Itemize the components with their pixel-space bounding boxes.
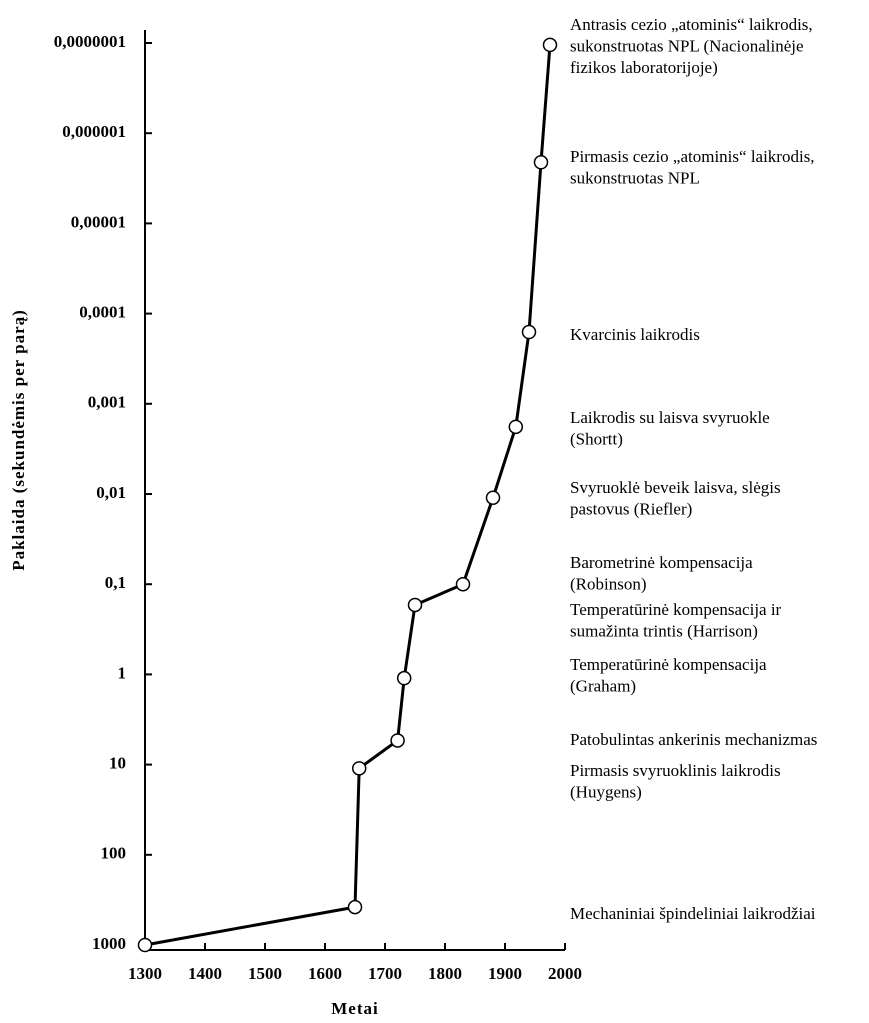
y-tick-label: 0,0000001 bbox=[54, 32, 126, 51]
annotation: Temperatūrinė kompensacija ir bbox=[570, 600, 782, 619]
y-tick-label: 0,1 bbox=[105, 573, 126, 592]
x-axis-label: Metai bbox=[331, 999, 378, 1018]
annotation: Temperatūrinė kompensacija bbox=[570, 655, 767, 674]
x-tick-label: 1700 bbox=[368, 964, 402, 983]
point bbox=[455, 576, 471, 592]
y-axis-label: Paklaida (sekundėmis per parą) bbox=[9, 309, 28, 571]
annotation: Pirmasis cezio „atominis“ laikrodis, bbox=[570, 147, 815, 166]
annotation: pastovus (Riefler) bbox=[570, 499, 692, 518]
annotation: Barometrinė kompensacija bbox=[570, 553, 753, 572]
y-tick-label: 10 bbox=[109, 754, 126, 773]
point bbox=[347, 899, 363, 915]
point bbox=[485, 490, 501, 505]
point bbox=[508, 419, 524, 435]
point bbox=[396, 670, 412, 686]
annotation: (Graham) bbox=[570, 676, 636, 695]
y-tick-label: 0,00001 bbox=[71, 212, 126, 231]
y-tick-label: 1000 bbox=[92, 934, 126, 953]
y-tick-label: 100 bbox=[101, 844, 127, 863]
annotation: (Huygens) bbox=[570, 782, 642, 801]
annotation: Pirmasis svyruoklinis laikrodis bbox=[570, 761, 781, 780]
annotation: Patobulintas ankerinis mechanizmas bbox=[570, 730, 817, 749]
y-tick-label: 1 bbox=[118, 663, 127, 682]
annotation: sukonstruotas NPL (Nacionalinėje bbox=[570, 36, 804, 55]
y-tick-label: 0,01 bbox=[96, 483, 126, 502]
annotation: Kvarcinis laikrodis bbox=[570, 325, 700, 344]
y-tick-label: 0,000001 bbox=[62, 122, 126, 141]
point bbox=[407, 597, 423, 613]
annotation: Svyruoklė beveik laisva, slėgis bbox=[570, 478, 781, 497]
x-tick-label: 1900 bbox=[488, 964, 522, 983]
x-tick-label: 1300 bbox=[128, 964, 162, 983]
x-tick-label: 1600 bbox=[308, 964, 342, 983]
point bbox=[542, 37, 558, 53]
point bbox=[137, 937, 153, 953]
annotation: Mechaniniai špindeliniai laikrodžiai bbox=[570, 904, 816, 923]
x-tick-label: 1500 bbox=[248, 964, 282, 983]
y-tick-label: 0,0001 bbox=[79, 303, 126, 322]
y-tick-label: 0,001 bbox=[88, 393, 126, 412]
annotation: fizikos laboratorijoje) bbox=[570, 58, 718, 77]
line bbox=[144, 44, 552, 947]
x-tick-label: 2000 bbox=[548, 964, 582, 983]
point bbox=[390, 733, 405, 748]
annotation: (Shortt) bbox=[570, 429, 623, 448]
point bbox=[351, 761, 367, 776]
annotation: (Robinson) bbox=[570, 574, 647, 593]
x-tick-label: 1400 bbox=[188, 964, 222, 983]
annotation: sukonstruotas NPL bbox=[570, 168, 700, 187]
point bbox=[533, 155, 549, 170]
annotation: Laikrodis su laisva svyruokle bbox=[570, 408, 770, 427]
point bbox=[521, 324, 537, 340]
x-tick-label: 1800 bbox=[428, 964, 462, 983]
annotation: sumažinta trintis (Harrison) bbox=[570, 621, 758, 640]
annotation: Antrasis cezio „atominis“ laikrodis, bbox=[570, 15, 813, 34]
